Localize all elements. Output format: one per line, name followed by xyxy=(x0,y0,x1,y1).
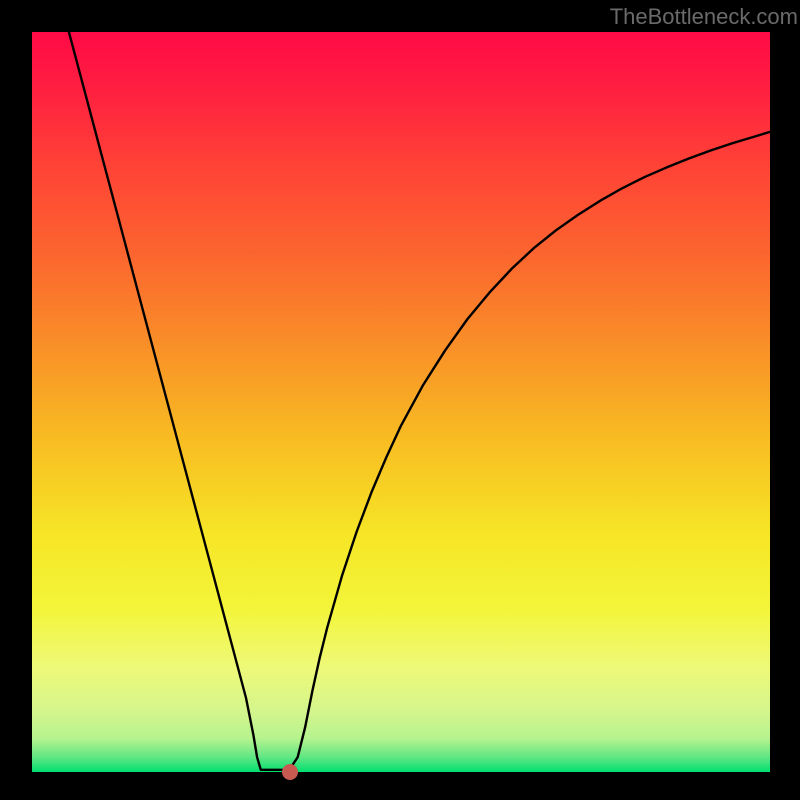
chart-container: TheBottleneck.com xyxy=(0,0,800,800)
plot-area xyxy=(32,32,770,772)
curve-layer xyxy=(32,32,770,772)
watermark-text: TheBottleneck.com xyxy=(610,4,798,30)
minimum-marker xyxy=(282,764,298,780)
